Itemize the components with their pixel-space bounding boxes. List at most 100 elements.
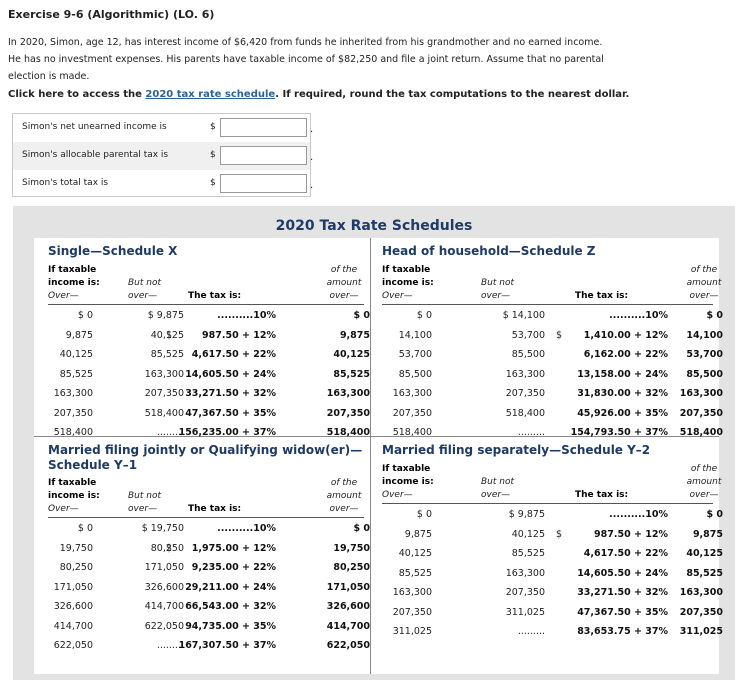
schedule-name: Single—Schedule X: [48, 244, 178, 258]
period: .: [310, 124, 314, 135]
header-income-is: income is:: [382, 278, 434, 288]
header-of-the: of the: [330, 265, 358, 275]
header-but-not: But not: [481, 477, 515, 487]
rate-cell-a: 14,100: [398, 329, 432, 341]
married-separate-schedule: Married filing separately—Schedule Y–2 If…: [371, 437, 723, 637]
rate-cell-b: $ 14,100: [502, 310, 545, 321]
rate-cell-t: 83,653.75 + 37%: [577, 626, 668, 637]
rate-cell-d: 163,300: [326, 388, 370, 399]
rate-cell-c: $: [556, 528, 563, 540]
header-income-is: income is:: [382, 477, 434, 487]
problem-text: In 2020, Simon, age 12, has interest inc…: [8, 34, 708, 85]
rate-cell-a: 9,875: [404, 528, 432, 540]
header-over: Over—: [382, 490, 413, 500]
rate-cell-d: 163,300: [679, 587, 723, 598]
header-of-the: of the: [690, 265, 718, 275]
header-amount: amount: [326, 278, 362, 288]
rate-cell-b: 207,350: [505, 587, 545, 598]
rate-cell-a: 622,050: [53, 640, 93, 651]
rate-cell-d: 207,350: [326, 407, 370, 419]
rate-cell-b: .........: [156, 640, 184, 651]
rate-cell-t: 33,271.50 + 32%: [577, 587, 668, 598]
tax-rate-schedule-link[interactable]: 2020 tax rate schedule: [145, 89, 276, 100]
currency-sign: $: [210, 122, 216, 132]
header-rule: [382, 304, 713, 305]
rate-cell-a: 19,750: [59, 542, 93, 554]
rate-cell-d: 207,350: [679, 407, 723, 419]
rate-cell-t: 4,617.50 + 22%: [191, 349, 276, 360]
rate-cell-a: 326,600: [53, 601, 93, 612]
header-but-not: But not: [128, 278, 162, 288]
rate-cell-d: 85,525: [686, 567, 723, 579]
rate-cell-t: 167,307.50 + 37%: [178, 640, 276, 651]
header-tax-is: The tax is:: [188, 291, 242, 301]
header-income-is: income is:: [48, 278, 100, 288]
rate-cell-b: 171,050: [144, 562, 184, 573]
net-unearned-income-input[interactable]: [220, 118, 307, 137]
rate-cell-b: 207,350: [144, 388, 184, 399]
rate-cell-d: 9,875: [339, 329, 370, 341]
rate-cell-t: 987.50 + 12%: [202, 329, 276, 341]
currency-sign: $: [210, 150, 216, 160]
rate-cell-a: 9,875: [65, 329, 93, 341]
header-income-is: income is:: [48, 491, 100, 501]
header-if-taxable: If taxable: [48, 478, 97, 488]
rate-cell-a: 207,350: [53, 407, 93, 419]
rate-cell-t: 94,735.00 + 35%: [185, 620, 276, 632]
rate-cell-d: 518,400: [326, 427, 370, 438]
rate-cell-d: 622,050: [326, 640, 370, 651]
header-tax-is: The tax is:: [575, 291, 629, 301]
schedule-name: Married filing jointly or Qualifying wid…: [48, 443, 363, 457]
rate-cell-a: 163,300: [392, 388, 432, 399]
rate-cell-b: .........: [517, 427, 545, 438]
rate-cell-c: $: [556, 329, 563, 341]
net-unearned-income-label: Simon's net unearned income is: [22, 122, 167, 132]
answer-table: Simon's net unearned income is $ . Simon…: [12, 113, 314, 197]
rate-cell-b: $ 9,875: [147, 310, 184, 321]
rate-cell-d: $ 0: [706, 509, 723, 520]
header-over: Over—: [48, 291, 79, 301]
rate-cell-d: 414,700: [326, 620, 370, 632]
rate-cell-t: 45,926.00 + 35%: [577, 407, 668, 419]
rate-cell-t: 13,158.00 + 24%: [577, 368, 668, 380]
rate-cell-t: 9,235.00 + 22%: [191, 562, 276, 573]
rate-cell-b: 311,025: [505, 606, 545, 618]
single-schedule: Single—Schedule X If taxable income is: Ove…: [34, 238, 370, 438]
allocable-parental-tax-input[interactable]: [220, 146, 307, 165]
rate-cell-t: 1,975.00 + 12%: [191, 542, 276, 554]
problem-line: election is made.: [8, 71, 90, 82]
instruction-line: Click here to access the 2020 tax rate s…: [8, 89, 629, 100]
rate-cell-a: 53,700: [398, 349, 432, 360]
rate-cell-c: $: [166, 542, 173, 554]
rate-cell-b: $ 19,750: [141, 523, 184, 534]
rate-cell-a: 163,300: [392, 587, 432, 598]
schedules-body: Single—Schedule X If taxable income is: Ove…: [34, 238, 723, 674]
head-of-household-schedule: Head of household—Schedule Z If taxable in…: [371, 238, 723, 438]
married-joint-schedule: Married filing jointly or Qualifying wid…: [34, 437, 370, 651]
tax-rate-schedules-panel: 2020 Tax Rate Schedules Single—Schedule …: [13, 206, 735, 680]
rate-cell-a: 311,025: [392, 626, 432, 637]
rate-cell-t: 14,605.50 + 24%: [185, 368, 276, 380]
header-rule: [48, 304, 364, 305]
rate-cell-a: $ 0: [416, 509, 432, 520]
header-over: over—: [128, 504, 158, 514]
rate-cell-a: 85,525: [59, 368, 93, 380]
rate-cell-t: ..........10%: [217, 310, 276, 321]
instruction-prefix: Click here to access the: [8, 89, 146, 100]
rate-cell-t: 987.50 + 12%: [594, 528, 668, 540]
rate-cell-d: 163,300: [679, 388, 723, 399]
net-unearned-income-row: Simon's net unearned income is $ .: [13, 114, 314, 142]
header-over: over—: [329, 291, 359, 301]
allocable-parental-tax-row: Simon's allocable parental tax is $ .: [13, 142, 314, 170]
rate-cell-a: 171,050: [53, 581, 93, 593]
rate-cell-a: 40,125: [59, 349, 93, 360]
rate-cell-t: 156,235.00 + 37%: [178, 427, 276, 438]
period: .: [310, 152, 314, 163]
rate-cell-b: 163,300: [505, 368, 545, 380]
period: .: [310, 180, 314, 191]
rate-cell-t: 29,211.00 + 24%: [185, 581, 276, 593]
total-tax-input[interactable]: [220, 174, 307, 193]
problem-line: In 2020, Simon, age 12, has interest inc…: [8, 37, 603, 48]
rate-cell-d: 40,125: [686, 548, 723, 559]
header-if-taxable: If taxable: [382, 464, 431, 474]
